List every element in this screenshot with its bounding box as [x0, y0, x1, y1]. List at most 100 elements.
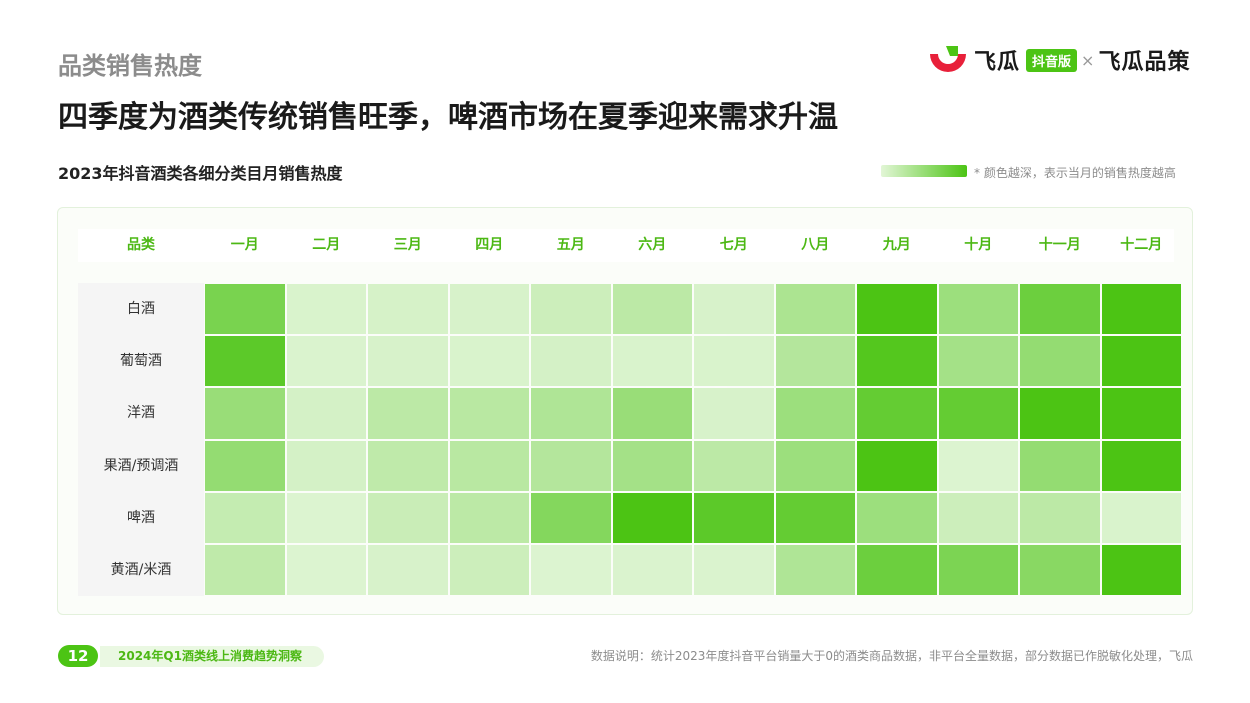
- heatmap-cell: [612, 284, 692, 335]
- heatmap-cell: [775, 440, 855, 491]
- heatmap-cell: [1020, 284, 1100, 335]
- heatmap-cell: [775, 284, 855, 335]
- heatmap-cell: [612, 336, 692, 387]
- logo-badge: 抖音版: [1026, 48, 1078, 72]
- heatmap-cell: [1020, 388, 1100, 439]
- heatmap-cell: [205, 492, 285, 543]
- heatmap-cell: [368, 388, 448, 439]
- legend-note: * 颜色越深，表示当月的销售热度越高: [974, 166, 1176, 180]
- heatmap-cell: [1101, 545, 1181, 596]
- heatmap-cell: [938, 284, 1018, 335]
- column-header: 四月: [475, 237, 504, 253]
- column-header: 八月: [801, 237, 830, 253]
- page-headline: 四季度为酒类传统销售旺季，啤酒市场在夏季迎来需求升温: [58, 100, 838, 135]
- heatmap-cell: [612, 492, 692, 543]
- heatmap-cell: [612, 388, 692, 439]
- column-header: 九月: [882, 237, 911, 253]
- column-header: 十一月: [1038, 237, 1081, 253]
- heatmap-cell: [531, 388, 611, 439]
- row-label: 果酒/预调酒: [103, 457, 179, 474]
- heatmap-cell: [449, 492, 529, 543]
- heatmap-cell: [775, 336, 855, 387]
- heatmap-cell: [938, 388, 1018, 439]
- heatmap-cell: [286, 440, 366, 491]
- row-label-column: [78, 283, 204, 596]
- heatmap-cell: [368, 336, 448, 387]
- heatmap-cell: [531, 545, 611, 596]
- heatmap-cell: [205, 388, 285, 439]
- heatmap-cell: [449, 284, 529, 335]
- heatmap-cell: [694, 545, 774, 596]
- column-header: 二月: [312, 237, 341, 253]
- heatmap-cell: [286, 545, 366, 596]
- column-header: 三月: [393, 237, 422, 253]
- heatmap-cell: [286, 284, 366, 335]
- heatmap-cell: [857, 440, 937, 491]
- heatmap-cell: [368, 440, 448, 491]
- heatmap-cell: [938, 440, 1018, 491]
- column-header: 六月: [638, 237, 667, 253]
- heatmap-cell: [857, 388, 937, 439]
- row-label: 葡萄酒: [120, 353, 162, 370]
- page-number-badge: 12: [58, 645, 98, 667]
- brand-logo: 飞瓜 抖音版 × 飞瓜品策: [928, 44, 1190, 76]
- data-footnote: 数据说明：统计2023年度抖音平台销量大于0的酒类商品数据，非平台全量数据，部分…: [590, 649, 1193, 663]
- feigua-logo-icon: [930, 46, 966, 72]
- legend-gradient-bar: [881, 165, 967, 177]
- row-label: 啤酒: [127, 509, 155, 526]
- heatmap-cell: [368, 545, 448, 596]
- logo-separator: ×: [1081, 50, 1095, 70]
- heatmap-cell: [205, 440, 285, 491]
- header-row-label: 品类: [127, 237, 155, 253]
- heatmap-cell: [775, 492, 855, 543]
- heatmap-cell: [857, 545, 937, 596]
- row-label: 洋酒: [127, 405, 155, 422]
- heatmap-cell: [286, 336, 366, 387]
- heatmap-cell: [205, 545, 285, 596]
- heatmap-cell: [857, 284, 937, 335]
- heatmap-cell: [612, 440, 692, 491]
- heatmap-cell: [531, 284, 611, 335]
- heatmap-cell: [531, 336, 611, 387]
- heatmap-cell: [1101, 284, 1181, 335]
- heatmap-cell: [531, 440, 611, 491]
- heatmap-header-row: 品类 一月 二月 三月 四月 五月 六月 七月 八月 九月 十月 十一月 十二月: [78, 229, 1174, 262]
- heatmap-cell: [694, 492, 774, 543]
- heatmap-cell: [286, 388, 366, 439]
- heatmap-cell: [694, 284, 774, 335]
- heatmap-cell: [449, 440, 529, 491]
- heatmap-cell: [938, 545, 1018, 596]
- column-header: 七月: [719, 237, 748, 253]
- heatmap-cell: [694, 388, 774, 439]
- heatmap-cell: [775, 545, 855, 596]
- heatmap-cell: [205, 336, 285, 387]
- heatmap-cell: [1020, 336, 1100, 387]
- heatmap-cell: [1101, 440, 1181, 491]
- column-header: 十月: [964, 237, 993, 253]
- heatmap-cell: [1020, 440, 1100, 491]
- heatmap-cell: [857, 492, 937, 543]
- heatmap-cell: [694, 336, 774, 387]
- heatmap-cell: [1101, 388, 1181, 439]
- heatmap-cell: [286, 492, 366, 543]
- heatmap-cell: [694, 440, 774, 491]
- section-label: 品类销售热度: [58, 52, 202, 80]
- heatmap-cell: [449, 388, 529, 439]
- column-header: 十二月: [1120, 237, 1163, 253]
- heatmap-cell: [612, 545, 692, 596]
- row-label: 白酒: [127, 301, 155, 317]
- heatmap-cell: [1020, 545, 1100, 596]
- heatmap-cell: [449, 545, 529, 596]
- column-header: 一月: [230, 237, 259, 253]
- heatmap-cell: [368, 284, 448, 335]
- report-title: 2024年Q1酒类线上消费趋势洞察: [100, 646, 324, 667]
- heatmap-cell: [938, 336, 1018, 387]
- logo-brand-text: 飞瓜: [974, 50, 1021, 75]
- heatmap-cell: [531, 492, 611, 543]
- heatmap-cell: [938, 492, 1018, 543]
- logo-brand2-text: 飞瓜品策: [1098, 50, 1191, 75]
- heatmap-cell: [205, 284, 285, 335]
- row-label: 黄酒/米酒: [110, 562, 172, 578]
- heatmap-cell: [368, 492, 448, 543]
- heatmap-cell: [1101, 492, 1181, 543]
